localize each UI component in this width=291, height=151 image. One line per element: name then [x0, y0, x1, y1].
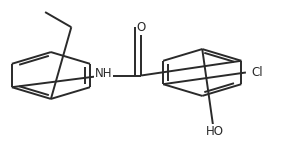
Text: Cl: Cl: [252, 66, 263, 79]
Text: O: O: [136, 21, 146, 34]
Text: NH: NH: [95, 67, 112, 80]
Text: HO: HO: [206, 125, 224, 138]
